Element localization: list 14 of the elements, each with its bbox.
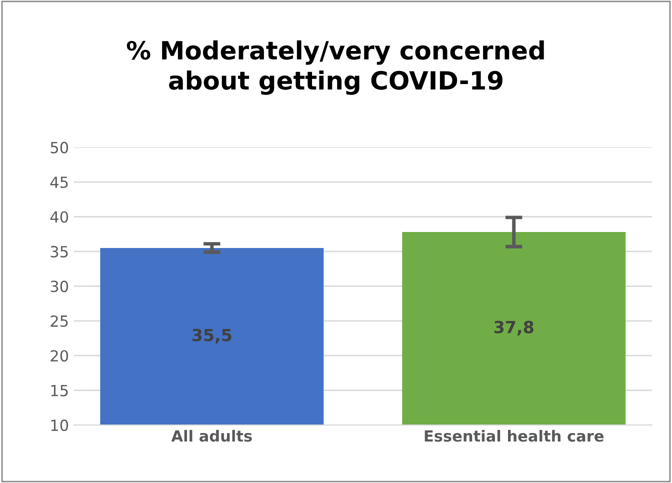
y-tick-label: 20 [50, 350, 68, 362]
y-tick-label: 30 [50, 280, 68, 292]
data-label: 35,5 [192, 328, 232, 344]
y-tick-label: 50 [50, 142, 68, 154]
chart-title: % Moderately/very concerned about getting COVID-19 [126, 40, 544, 95]
y-tick-label: 25 [50, 315, 68, 327]
y-tick-label: 45 [50, 176, 68, 188]
y-tick-label: 15 [51, 384, 68, 396]
y-tick-label: 40 [50, 211, 68, 223]
y-tick-label: 10 [51, 420, 68, 432]
y-tick-label: 35 [50, 246, 68, 258]
data-label: 37,8 [494, 320, 534, 336]
x-tick-label: Essential health care [424, 430, 604, 442]
x-tick-label: All adults [171, 430, 252, 442]
